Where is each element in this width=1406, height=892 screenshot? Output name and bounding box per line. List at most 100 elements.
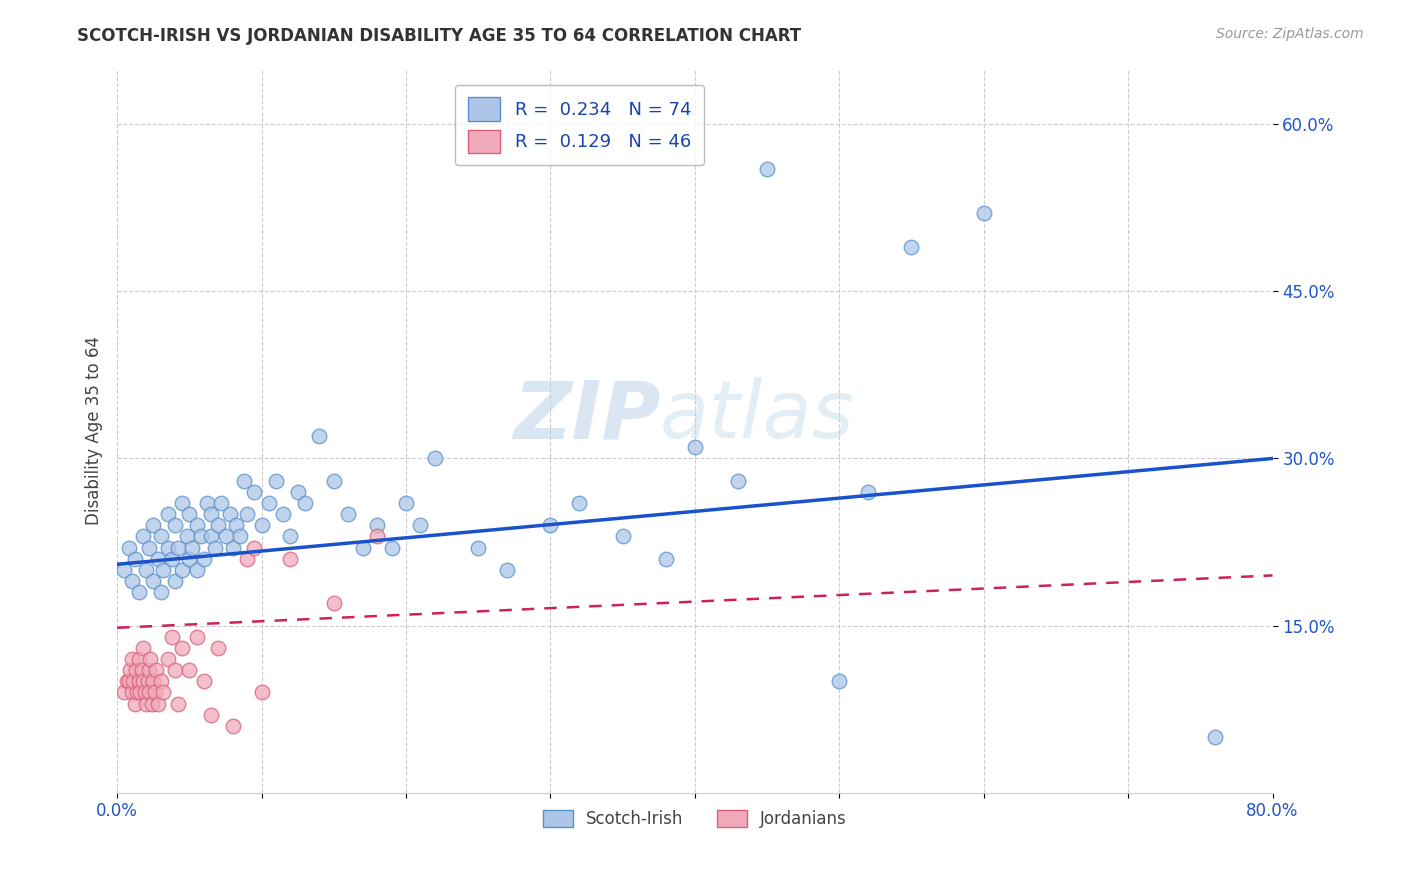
Point bbox=[176, 529, 198, 543]
Point bbox=[900, 240, 922, 254]
Legend: Scotch-Irish, Jordanians: Scotch-Irish, Jordanians bbox=[536, 804, 853, 835]
Point bbox=[166, 697, 188, 711]
Point bbox=[112, 563, 135, 577]
Point bbox=[287, 484, 309, 499]
Point bbox=[132, 640, 155, 655]
Point bbox=[142, 674, 165, 689]
Point bbox=[233, 474, 256, 488]
Point bbox=[222, 541, 245, 555]
Point bbox=[229, 529, 252, 543]
Point bbox=[132, 674, 155, 689]
Point bbox=[172, 496, 194, 510]
Point bbox=[186, 518, 208, 533]
Point bbox=[118, 541, 141, 555]
Point bbox=[308, 429, 330, 443]
Point bbox=[209, 496, 232, 510]
Point bbox=[423, 451, 446, 466]
Text: atlas: atlas bbox=[661, 377, 855, 455]
Point bbox=[225, 518, 247, 533]
Point bbox=[143, 685, 166, 699]
Point bbox=[243, 484, 266, 499]
Point bbox=[186, 563, 208, 577]
Point bbox=[207, 518, 229, 533]
Point bbox=[756, 161, 779, 176]
Point bbox=[125, 663, 148, 677]
Point bbox=[172, 640, 194, 655]
Point bbox=[129, 685, 152, 699]
Point bbox=[236, 507, 259, 521]
Point bbox=[280, 529, 302, 543]
Point bbox=[127, 685, 149, 699]
Point bbox=[538, 518, 561, 533]
Point bbox=[250, 518, 273, 533]
Point bbox=[856, 484, 879, 499]
Point bbox=[1204, 730, 1226, 744]
Point bbox=[207, 640, 229, 655]
Point bbox=[112, 685, 135, 699]
Point bbox=[146, 551, 169, 566]
Point bbox=[655, 551, 678, 566]
Y-axis label: Disability Age 35 to 64: Disability Age 35 to 64 bbox=[86, 336, 103, 525]
Point bbox=[149, 674, 172, 689]
Point bbox=[200, 507, 222, 521]
Text: ZIP: ZIP bbox=[513, 377, 661, 455]
Point bbox=[156, 541, 179, 555]
Point bbox=[122, 674, 145, 689]
Point bbox=[138, 541, 160, 555]
Point bbox=[141, 697, 163, 711]
Point bbox=[322, 596, 344, 610]
Point bbox=[117, 674, 139, 689]
Point bbox=[132, 529, 155, 543]
Point bbox=[366, 518, 388, 533]
Point bbox=[222, 719, 245, 733]
Point bbox=[160, 630, 183, 644]
Text: SCOTCH-IRISH VS JORDANIAN DISABILITY AGE 35 TO 64 CORRELATION CHART: SCOTCH-IRISH VS JORDANIAN DISABILITY AGE… bbox=[77, 27, 801, 45]
Point bbox=[149, 585, 172, 599]
Point bbox=[243, 541, 266, 555]
Point bbox=[149, 529, 172, 543]
Point bbox=[160, 551, 183, 566]
Point bbox=[683, 440, 706, 454]
Point bbox=[146, 697, 169, 711]
Point bbox=[145, 663, 167, 677]
Point bbox=[200, 707, 222, 722]
Point bbox=[131, 663, 153, 677]
Point bbox=[163, 574, 186, 588]
Point bbox=[163, 518, 186, 533]
Point bbox=[156, 652, 179, 666]
Point bbox=[156, 507, 179, 521]
Point bbox=[193, 674, 215, 689]
Point bbox=[467, 541, 489, 555]
Point bbox=[139, 652, 162, 666]
Point bbox=[612, 529, 634, 543]
Point bbox=[163, 663, 186, 677]
Point bbox=[142, 518, 165, 533]
Point bbox=[409, 518, 432, 533]
Point bbox=[214, 529, 236, 543]
Point bbox=[496, 563, 519, 577]
Point bbox=[568, 496, 591, 510]
Point bbox=[195, 496, 218, 510]
Point bbox=[204, 541, 226, 555]
Point bbox=[135, 563, 157, 577]
Point bbox=[121, 652, 143, 666]
Text: Source: ZipAtlas.com: Source: ZipAtlas.com bbox=[1216, 27, 1364, 41]
Point bbox=[138, 685, 160, 699]
Point bbox=[124, 697, 146, 711]
Point bbox=[135, 697, 157, 711]
Point bbox=[190, 529, 212, 543]
Point bbox=[200, 529, 222, 543]
Point bbox=[280, 551, 302, 566]
Point bbox=[134, 685, 156, 699]
Point bbox=[152, 685, 174, 699]
Point bbox=[128, 585, 150, 599]
Point bbox=[179, 551, 201, 566]
Point bbox=[124, 551, 146, 566]
Point bbox=[271, 507, 294, 521]
Point bbox=[166, 541, 188, 555]
Point bbox=[727, 474, 749, 488]
Point bbox=[142, 574, 165, 588]
Point bbox=[257, 496, 280, 510]
Point bbox=[136, 674, 159, 689]
Point bbox=[352, 541, 374, 555]
